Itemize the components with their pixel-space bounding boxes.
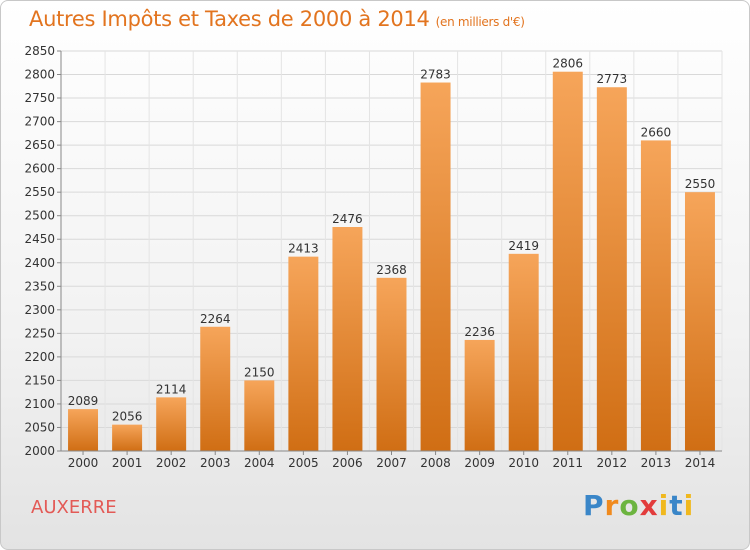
data-label-2002: 2114 [156,382,187,396]
chart-unit: (en milliers d'€) [435,15,525,29]
bar-2009[interactable] [464,339,495,451]
bars: 2089 2056 2114 2264 2150 2413 2476 2368 2783 2236… [68,57,716,452]
bar-2013[interactable] [640,140,671,452]
chart-title: Autres Impôts et Taxes de 2000 à 2014 (en… [29,7,525,31]
bar-2011[interactable] [552,71,583,452]
bar-2000[interactable] [68,409,99,451]
y-tick-label: 2250 [24,326,55,340]
bar-2005[interactable] [288,256,319,451]
x-tick-label: 2014 [685,456,716,470]
bar-2014[interactable] [684,192,715,452]
x-tick-label: 2009 [464,456,495,470]
bar-2001[interactable] [112,424,143,451]
y-tick-label: 2500 [24,209,55,223]
chart-title-text: Autres Impôts et Taxes de 2000 à 2014 [29,7,430,31]
x-tick-label: 2012 [597,456,628,470]
y-tick-label: 2350 [24,279,55,293]
y-tick-label: 2300 [24,303,55,317]
bar-2012[interactable] [596,87,627,451]
data-label-2010: 2419 [508,239,539,253]
axes [60,51,722,452]
y-tick-label: 2600 [24,162,55,176]
y-tick-label: 2200 [24,350,55,364]
x-tick-label: 2006 [332,456,363,470]
proxiti-logo[interactable]: Proxiti [583,489,695,522]
data-label-2007: 2368 [376,263,407,277]
y-tick-label: 2050 [24,420,55,434]
y-tick-label: 2400 [24,256,55,270]
bar-2006[interactable] [332,227,363,451]
x-tick-label: 2000 [68,456,99,470]
data-label-2009: 2236 [464,325,495,339]
x-tick-label: 2011 [552,456,583,470]
bar-2008[interactable] [420,82,451,451]
y-tick-label: 2100 [24,397,55,411]
data-label-2008: 2783 [420,68,451,82]
x-tick-label: 2007 [376,456,407,470]
data-label-2011: 2806 [552,57,583,71]
y-tick-label: 2650 [24,138,55,152]
x-tick-label: 2005 [288,456,319,470]
bar-2002[interactable] [156,397,187,451]
data-label-2006: 2476 [332,212,363,226]
bar-2004[interactable] [244,380,275,451]
x-tick-label: 2002 [156,456,187,470]
x-tick-label: 2008 [420,456,451,470]
data-label-2003: 2264 [200,312,231,326]
city-name: AUXERRE [31,497,117,518]
x-tick-label: 2003 [200,456,231,470]
bar-2010[interactable] [508,253,539,451]
bar-2003[interactable] [200,326,231,451]
data-label-2014: 2550 [685,177,716,191]
y-tick-label: 2800 [24,68,55,82]
x-tick-label: 2010 [508,456,539,470]
x-tick-label: 2001 [112,456,143,470]
y-tick-label: 2850 [24,44,55,58]
data-label-2012: 2773 [597,72,628,86]
y-tick-label: 2150 [24,373,55,387]
y-tick-label: 2450 [24,232,55,246]
data-label-2004: 2150 [244,365,275,379]
data-label-2005: 2413 [288,242,319,256]
data-label-2000: 2089 [68,394,99,408]
x-axis-ticks: 2000 2001 2002 2003 2004 2005 2006 2007 2008 2009… [68,451,715,470]
y-tick-label: 2700 [24,115,55,129]
x-tick-label: 2013 [641,456,672,470]
y-axis-ticks: 2000 2050 2100 2150 2200 2250 2300 2350 2400 2450… [24,44,61,458]
bar-2007[interactable] [376,277,407,451]
x-tick-label: 2004 [244,456,275,470]
y-tick-label: 2550 [24,185,55,199]
data-label-2001: 2056 [112,410,143,424]
data-label-2013: 2660 [641,125,672,139]
y-tick-label: 2750 [24,91,55,105]
y-tick-label: 2000 [24,444,55,458]
